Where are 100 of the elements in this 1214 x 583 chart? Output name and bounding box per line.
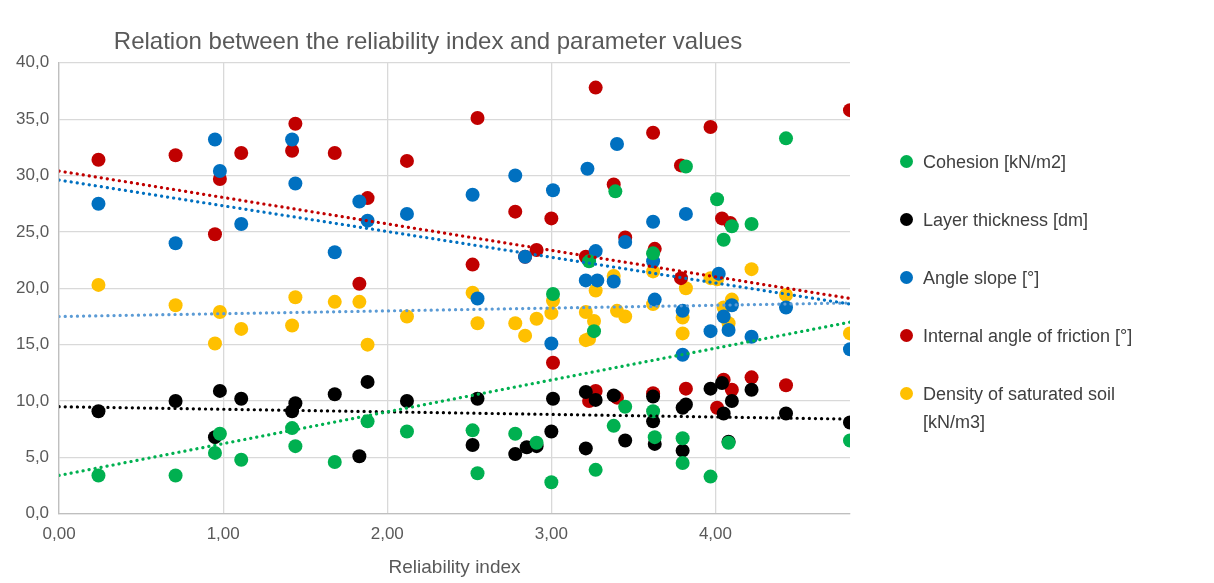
point — [508, 316, 523, 331]
point — [618, 433, 633, 448]
y-tick-label: 30,0 — [15, 165, 50, 185]
y-tick-label: 25,0 — [15, 221, 50, 241]
chart-title: Relation between the reliability index and parameter values — [113, 27, 743, 55]
point — [470, 466, 485, 481]
point — [91, 152, 106, 167]
point — [546, 391, 560, 406]
point — [465, 257, 480, 272]
legend-label: Angle slope [°] — [923, 266, 1040, 290]
point — [352, 194, 367, 209]
point — [675, 431, 690, 446]
point — [546, 183, 560, 198]
legend-label: Cohesion [kN/m2] — [923, 150, 1067, 174]
x-tick-label: 3,00 — [534, 523, 568, 543]
y-tick-label: 20,0 — [15, 277, 50, 297]
point — [470, 316, 485, 331]
point — [588, 392, 603, 407]
x-tick-label: 4,00 — [698, 523, 732, 543]
x-tick-label: 0,00 — [42, 523, 76, 543]
point — [587, 324, 602, 339]
point — [675, 303, 690, 318]
x-tick-label: 1,00 — [206, 523, 240, 543]
point — [207, 132, 222, 147]
point — [546, 355, 560, 370]
point — [207, 336, 222, 351]
point — [544, 336, 559, 351]
point — [465, 423, 480, 438]
point — [744, 382, 759, 397]
point — [508, 204, 523, 219]
point — [646, 214, 661, 229]
point — [779, 378, 794, 393]
point — [529, 311, 544, 326]
point — [721, 323, 736, 338]
point — [779, 406, 794, 421]
point — [779, 300, 794, 315]
point — [703, 381, 718, 396]
point — [606, 418, 621, 433]
point — [715, 376, 730, 391]
point — [399, 394, 414, 409]
legend-label: Internal angle of friction [°] — [923, 324, 1133, 348]
point — [168, 236, 183, 251]
point — [678, 206, 693, 221]
point — [675, 326, 690, 341]
point — [608, 184, 623, 199]
point — [703, 324, 718, 339]
point — [352, 294, 367, 309]
point — [360, 414, 375, 429]
point — [399, 206, 414, 221]
y-tick-label: 15,0 — [15, 334, 50, 354]
point — [724, 298, 739, 313]
point — [234, 391, 249, 406]
point — [399, 153, 414, 168]
point — [618, 399, 633, 414]
point — [465, 187, 480, 202]
point — [399, 309, 414, 324]
point — [646, 404, 661, 419]
point — [508, 168, 523, 183]
point — [710, 192, 725, 207]
point — [529, 435, 544, 450]
point — [744, 217, 759, 232]
point — [465, 438, 480, 453]
point — [544, 211, 559, 226]
point — [168, 394, 183, 409]
point — [285, 132, 300, 147]
point — [606, 274, 621, 289]
point — [168, 148, 183, 163]
point — [588, 244, 603, 259]
point — [327, 387, 342, 402]
point — [212, 383, 227, 398]
point — [646, 125, 661, 140]
point — [544, 475, 559, 490]
point — [508, 447, 523, 462]
point — [580, 161, 595, 176]
point — [207, 445, 222, 460]
point — [234, 146, 249, 160]
point — [678, 159, 693, 174]
x-axis-title: Reliability index — [388, 555, 522, 577]
point — [288, 290, 303, 305]
point — [327, 454, 342, 469]
point — [779, 131, 794, 146]
point — [716, 232, 731, 247]
point — [288, 116, 303, 131]
x-tick-label: 2,00 — [370, 523, 404, 543]
point — [327, 294, 342, 309]
y-tick-label: 40,0 — [15, 52, 50, 72]
point — [590, 273, 605, 288]
point — [546, 286, 560, 301]
point — [399, 424, 414, 439]
point — [91, 277, 106, 292]
point — [675, 456, 690, 471]
point — [288, 439, 303, 454]
point — [285, 318, 300, 333]
point — [578, 385, 593, 400]
point — [352, 449, 367, 464]
point — [646, 246, 661, 261]
point — [716, 309, 731, 324]
y-tick-label: 10,0 — [15, 390, 50, 410]
point — [647, 292, 662, 307]
point — [285, 143, 300, 158]
